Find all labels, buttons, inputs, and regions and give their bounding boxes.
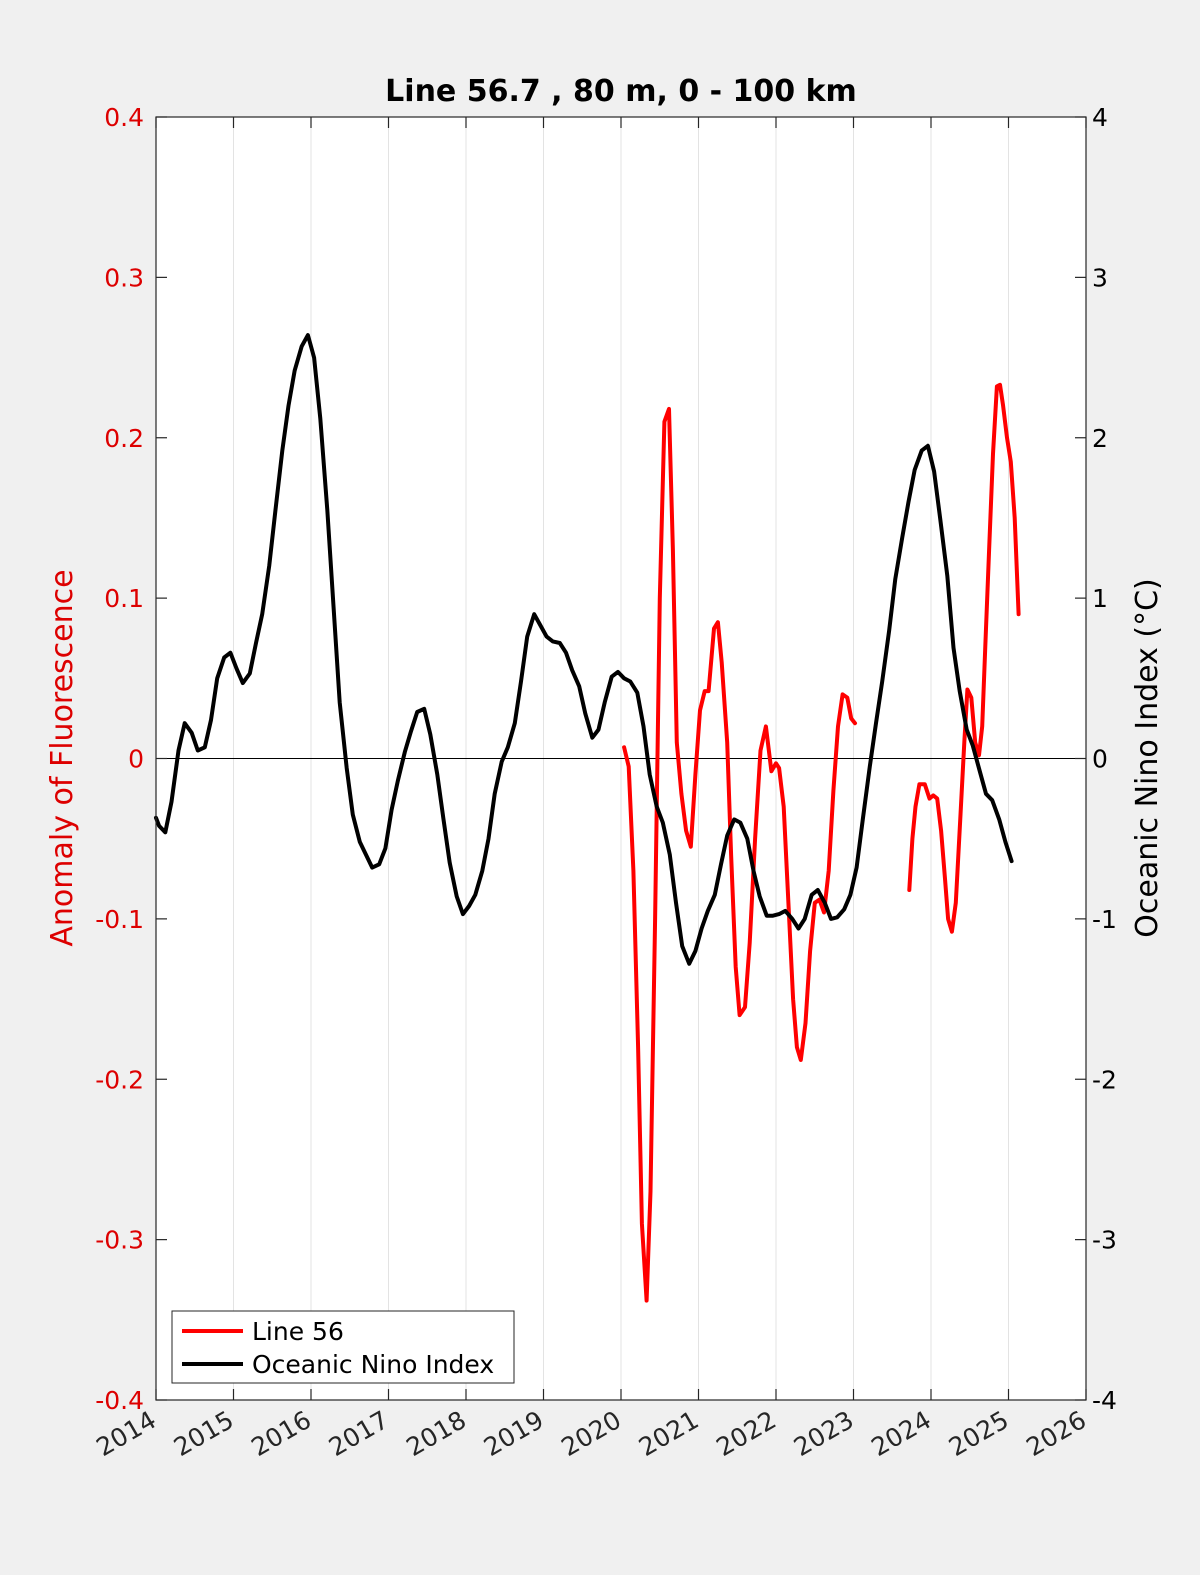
left-y-tick-label: -0.3 <box>95 1226 144 1255</box>
right-y-tick-label: 4 <box>1092 103 1108 132</box>
legend: Line 56 Oceanic Nino Index <box>171 1310 515 1384</box>
right-y-tick-label: 3 <box>1092 263 1108 292</box>
right-y-axis-ticks: 4 3 2 1 0 -1 -2 -3 -4 <box>1075 103 1117 1415</box>
legend-label-oni: Oceanic Nino Index <box>252 1350 494 1379</box>
left-y-tick-label: -0.4 <box>95 1386 144 1415</box>
left-y-tick-label: -0.1 <box>95 905 144 934</box>
series-line56-segment <box>622 406 857 1303</box>
left-y-tick-label: -0.2 <box>95 1065 144 1094</box>
right-y-axis-label: Oceanic Nino Index (°C) <box>1130 578 1165 938</box>
series-oni-segment <box>154 333 1014 966</box>
left-y-tick-label: 0.2 <box>104 424 144 453</box>
left-y-tick-label: 0.3 <box>104 263 144 292</box>
left-y-tick-label: 0.4 <box>104 103 144 132</box>
left-y-axis-ticks: 0.4 0.3 0.2 0.1 0 -0.1 -0.2 -0.3 -0.4 <box>95 103 167 1415</box>
right-y-tick-label: -1 <box>1092 905 1117 934</box>
right-y-tick-label: -2 <box>1092 1065 1117 1094</box>
right-y-tick-label: 0 <box>1092 745 1108 774</box>
right-y-tick-label: 2 <box>1092 424 1108 453</box>
legend-box <box>171 1310 515 1384</box>
chart-title: Line 56.7 , 80 m, 0 - 100 km <box>385 74 857 109</box>
left-y-tick-label: 0 <box>128 745 144 774</box>
left-y-axis-label: Anomaly of Fluorescence <box>45 569 80 946</box>
right-y-tick-label: -4 <box>1092 1386 1117 1415</box>
right-y-tick-label: 1 <box>1092 584 1108 613</box>
legend-label-line56: Line 56 <box>252 1317 344 1346</box>
series-layer <box>154 333 1021 1303</box>
left-y-tick-label: 0.1 <box>104 584 144 613</box>
right-y-tick-label: -3 <box>1092 1226 1117 1255</box>
